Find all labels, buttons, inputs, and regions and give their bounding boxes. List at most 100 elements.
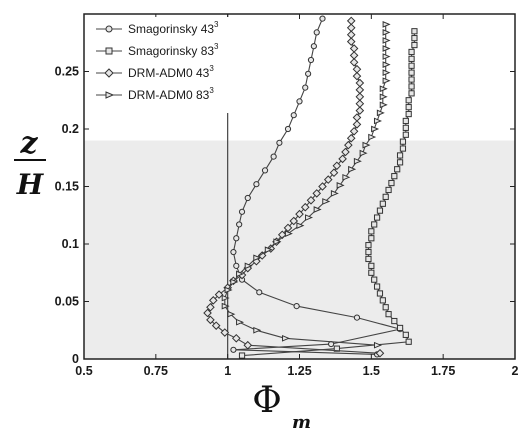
data-point (220, 328, 230, 337)
data-point (355, 99, 365, 109)
data-point (230, 248, 237, 256)
data-point (349, 57, 359, 67)
data-point (231, 333, 241, 343)
data-point (376, 290, 384, 297)
data-point (302, 84, 309, 91)
legend-marker (105, 25, 113, 33)
data-point (373, 341, 382, 349)
data-point (346, 37, 356, 46)
legend-box (90, 17, 250, 113)
legend-item: DRM-ADM0 433 (96, 64, 214, 80)
y-tick-label: 0.2 (62, 122, 79, 136)
data-point (208, 296, 218, 305)
data-point (382, 304, 389, 311)
data-point (399, 145, 407, 152)
y-tick-label: 0.1 (62, 237, 79, 251)
data-point (382, 45, 391, 52)
data-point (373, 283, 381, 290)
data-point (338, 154, 347, 164)
data-point (236, 221, 243, 228)
data-point (402, 331, 409, 338)
data-point (306, 195, 316, 205)
data-point (330, 190, 339, 197)
data-point (284, 230, 293, 238)
x-tick-label: 1 (224, 364, 231, 378)
data-point (313, 206, 322, 213)
legend-label-sup: 3 (209, 64, 214, 73)
data-point (203, 308, 212, 318)
x-tick-label: 1.5 (363, 364, 380, 378)
data-point (307, 56, 315, 64)
x-tick-label: 2 (512, 364, 519, 378)
series-1 (230, 15, 404, 358)
data-point (371, 276, 378, 283)
series-2 (238, 28, 418, 359)
data-point (236, 318, 245, 326)
data-point (243, 340, 253, 350)
data-point (359, 149, 368, 157)
data-point (290, 112, 297, 119)
plot-area: 0.5 0.75 1 1.25 1.5 1.75 2 0 0.05 0.1 0.15 0.2 0.25 (55, 13, 519, 378)
legend: Smagorinsky 433 Smagorinsky 833 DRM-ADM0 4… (90, 17, 250, 113)
legend-label: Smagorinsky 433 (128, 20, 219, 36)
data-point (405, 110, 412, 118)
data-point (382, 20, 391, 28)
data-point (329, 168, 339, 178)
data-point (385, 186, 392, 194)
data-point (333, 345, 340, 352)
data-point (346, 23, 356, 33)
data-point (408, 90, 415, 97)
data-point (346, 133, 356, 143)
data-point (264, 246, 273, 254)
data-point (382, 61, 391, 68)
legend-items: Smagorinsky 433 Smagorinsky 833 DRM-ADM0 4… (96, 20, 219, 102)
data-point (368, 228, 375, 235)
data-point (332, 161, 342, 171)
series-4 (221, 20, 391, 349)
y-label-top: z (19, 126, 38, 161)
data-point (368, 269, 375, 276)
data-point (396, 152, 404, 159)
data-point (352, 113, 362, 122)
x-label-subscript: m (292, 412, 311, 433)
data-point (402, 124, 409, 131)
data-point (385, 311, 392, 318)
legend-label: DRM-ADM0 433 (128, 64, 214, 80)
data-point (379, 85, 388, 93)
data-point (365, 255, 372, 263)
data-point (346, 16, 356, 26)
data-point (355, 106, 365, 115)
series-layer (203, 15, 418, 359)
data-point (379, 297, 386, 304)
legend-label: DRM-ADM0 833 (128, 86, 214, 102)
data-point (368, 133, 377, 141)
data-point (319, 15, 326, 22)
data-point (396, 324, 404, 332)
data-point (295, 209, 304, 219)
data-point (382, 29, 391, 36)
data-point (408, 48, 415, 56)
data-point (313, 29, 320, 36)
data-point (408, 76, 415, 83)
data-point (379, 101, 388, 109)
data-point (341, 147, 350, 157)
data-point (227, 310, 236, 318)
data-point (373, 117, 382, 125)
data-point (261, 167, 269, 174)
legend-item: Smagorinsky 433 (96, 20, 219, 36)
data-point (411, 41, 418, 49)
data-point (391, 173, 398, 180)
legend-label: Smagorinsky 833 (128, 42, 219, 58)
data-point (394, 166, 401, 173)
data-point (365, 242, 372, 249)
data-point (399, 138, 407, 145)
data-point (355, 92, 365, 102)
x-tick-label: 1.25 (287, 364, 311, 378)
data-point (244, 262, 253, 270)
legend-item: DRM-ADM0 833 (96, 86, 214, 102)
data-point (402, 117, 409, 125)
data-point (318, 182, 327, 191)
data-point (342, 173, 351, 181)
data-point (276, 139, 283, 146)
data-point (211, 321, 221, 330)
